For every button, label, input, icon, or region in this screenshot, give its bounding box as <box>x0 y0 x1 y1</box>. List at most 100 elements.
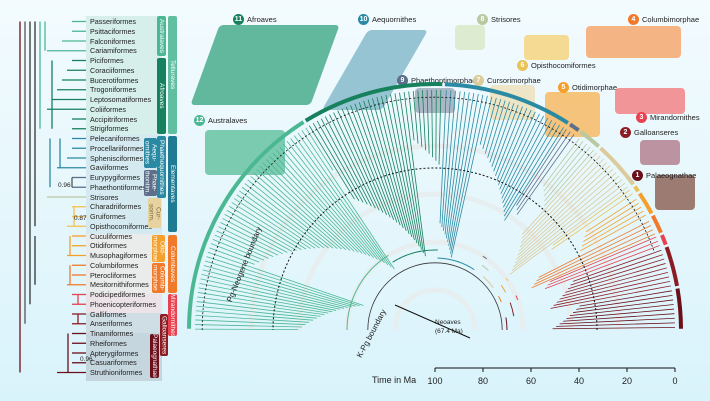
tip-branch <box>520 158 604 244</box>
band-galloanseres <box>86 313 162 333</box>
support-value: 0.96 <box>80 356 93 363</box>
clade-name: Strisores <box>491 15 521 24</box>
tip-branch <box>511 182 626 271</box>
label-otidimorphae: Otid-morphae <box>151 235 166 262</box>
label-columbimorphae: Columb-morphae <box>152 263 166 293</box>
support-value: 0.87 <box>74 215 87 222</box>
tip-branch <box>559 317 675 325</box>
clade-stem <box>505 317 508 331</box>
clade-number-badge: 4 <box>628 14 639 25</box>
clade-label-phaethontimorphae: 9 Phaethontimorphae <box>397 75 476 86</box>
kpg-boundary-line <box>272 167 598 331</box>
order-label: Tinamiformes <box>90 329 134 338</box>
galloanseres-illustration <box>640 140 680 165</box>
clade-label-columbimorphae: 4 Columbimorphae <box>628 14 699 25</box>
tip-branch <box>196 301 321 317</box>
tip-branch <box>290 138 385 264</box>
clade-label-aequornithes: 10 Aequornithes <box>358 14 416 25</box>
label-elementaves: Elementaves <box>168 136 177 232</box>
tip-branch <box>491 103 515 167</box>
tip-branch <box>200 278 341 310</box>
clade-label-cursorimorphae: 7 Cursorimorphae <box>473 75 541 86</box>
neoaves-stem <box>367 262 503 331</box>
clade-stem <box>505 277 509 282</box>
tip-branch <box>496 108 528 181</box>
tip-branch <box>233 198 311 249</box>
clade-name: Afroaves <box>247 15 277 24</box>
tip-branch <box>441 90 452 228</box>
tip-branch <box>283 143 378 260</box>
tip-branch <box>503 122 557 212</box>
tip-branch <box>501 115 544 199</box>
tip-branch <box>581 210 644 247</box>
tip-branch <box>408 91 415 141</box>
order-label: Musophagiformes <box>90 251 148 260</box>
tip-branch <box>579 290 672 307</box>
tip-branch <box>350 105 394 221</box>
tip-branch <box>487 100 506 158</box>
order-label: Falconiformes <box>90 36 136 46</box>
order-label: Cuculiformes <box>90 231 132 241</box>
order-label: Galliformes <box>90 309 127 319</box>
clade-label-palaeognathae: 1 Palaeognathae <box>632 170 696 181</box>
tip-branch <box>580 214 646 252</box>
tip-branch <box>482 97 497 150</box>
tip-branch <box>372 98 410 234</box>
order-label: Phoenicopteriformes <box>90 299 156 309</box>
tip-branch <box>241 186 325 249</box>
tip-branch <box>209 247 255 265</box>
tip-branch <box>493 104 519 172</box>
tip-branch <box>534 229 654 285</box>
tip-branch <box>502 120 553 208</box>
clade-label-australaves: 12 Australaves <box>194 115 247 126</box>
clade-name: Columbimorphae <box>642 15 700 24</box>
order-label: Passeriformes <box>90 17 136 26</box>
axis-tick-label: 20 <box>621 376 633 386</box>
tip-branch <box>516 131 571 211</box>
tip-branch <box>516 172 617 260</box>
label-palaeognathae: Palaeognathae <box>150 334 159 378</box>
tip-branch <box>544 245 660 289</box>
clade-name: Australaves <box>208 116 248 125</box>
tip-branch <box>518 165 611 252</box>
tip-branch <box>447 92 470 243</box>
tip-branch <box>214 234 269 259</box>
tip-branch <box>205 260 356 307</box>
order-label: Leptosomatiformes <box>90 95 152 104</box>
clade-number-badge: 1 <box>632 170 643 181</box>
order-label: Casuariformes <box>90 358 137 368</box>
tip-branch <box>297 132 392 268</box>
tip-branch <box>212 238 265 261</box>
clade-stem <box>437 257 475 271</box>
tip-branch <box>394 93 422 250</box>
tip-branch <box>312 123 360 201</box>
tip-branch <box>363 100 404 229</box>
clade-number-badge: 9 <box>397 75 408 86</box>
tip-branch <box>553 280 671 306</box>
clade-stem <box>482 255 488 260</box>
tip-branch <box>403 91 426 257</box>
tip-branch <box>543 138 580 187</box>
order-label: Bucerotiformes <box>90 75 139 85</box>
clade-label-strisores: 8 Strisores <box>477 14 521 25</box>
tip-branch <box>262 162 355 252</box>
order-label: Pelecaniformes <box>90 134 140 143</box>
tip-branch <box>565 263 666 293</box>
clade-number-badge: 8 <box>477 14 488 25</box>
label-cursorim: Cur-sorim. <box>148 198 162 228</box>
tip-branch <box>196 305 317 319</box>
columbimorphae-illustration <box>586 26 681 58</box>
clade-number-badge: 5 <box>558 82 569 93</box>
palaeognathae-illustration <box>655 175 695 210</box>
tip-branch <box>550 285 671 309</box>
tip-branch <box>341 108 388 216</box>
tip-branch <box>250 176 338 249</box>
neoaves-age: (67.4 Ma) <box>435 328 463 335</box>
tip-branch <box>585 198 637 233</box>
tip-branch <box>450 94 484 254</box>
tip-branch <box>253 172 342 250</box>
order-label: Piciformes <box>90 56 124 65</box>
tip-branch <box>337 110 384 213</box>
tip-branch <box>559 271 669 300</box>
tip-branch <box>543 143 587 197</box>
